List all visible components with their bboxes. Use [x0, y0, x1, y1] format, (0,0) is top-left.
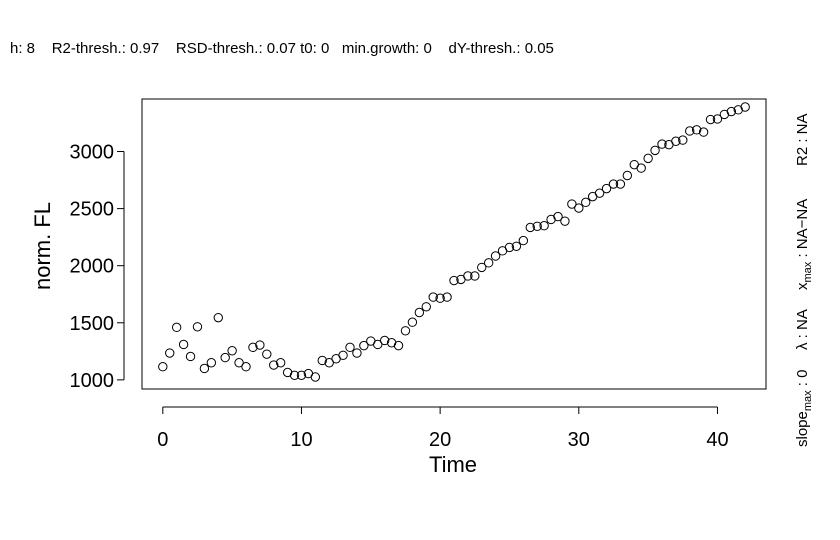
data-point [449, 275, 459, 286]
data-point [421, 302, 431, 312]
data-point [615, 179, 626, 189]
y-tick-label: 2500 [70, 199, 115, 221]
data-point [345, 342, 355, 353]
data-point [518, 235, 529, 246]
data-point [511, 241, 522, 251]
data-point [262, 349, 272, 359]
data-point [379, 335, 390, 346]
data-point [740, 102, 750, 112]
data-point [691, 125, 702, 135]
data-point [643, 153, 653, 164]
data-point [490, 251, 501, 261]
data-point [400, 326, 411, 336]
data-point [428, 292, 438, 302]
data-point [178, 339, 189, 350]
data-point [435, 293, 445, 303]
data-point [601, 183, 612, 194]
data-point [338, 350, 348, 361]
data-point [504, 242, 515, 253]
data-point [470, 271, 480, 281]
growth-params-header: h: 8 R2-thresh.: 0.97 RSD-thresh.: 0.07 … [10, 40, 554, 57]
data-point [241, 362, 251, 372]
data-point [269, 360, 279, 370]
data-point [234, 358, 244, 368]
data-point [393, 340, 404, 351]
y-axis-title: norm. FL [30, 202, 55, 290]
data-point [525, 222, 535, 233]
data-point [227, 346, 237, 356]
y-tick-label: 2000 [70, 256, 115, 278]
data-point [317, 355, 327, 366]
data-point [407, 317, 418, 327]
data-points [158, 102, 750, 382]
data-point [296, 370, 307, 380]
data-point [483, 258, 494, 268]
data-point [359, 340, 369, 351]
data-point [671, 136, 681, 146]
data-point [532, 221, 542, 232]
data-point [463, 271, 473, 281]
x-axis-title: Time [429, 452, 477, 477]
data-point [255, 340, 265, 350]
x-axis: 0 10 20 30 40 [157, 406, 729, 451]
data-point [248, 342, 258, 353]
data-point [165, 348, 175, 358]
y-tick-label: 1500 [70, 313, 115, 335]
x-tick-label: 40 [706, 429, 728, 451]
r2-text: R2 : NA [794, 113, 811, 166]
data-point [726, 106, 737, 117]
x-tick-label: 20 [429, 429, 451, 451]
data-point [678, 135, 688, 145]
y-tick-label: 3000 [70, 142, 115, 164]
data-point [657, 139, 667, 149]
data-point [553, 211, 563, 222]
data-point [574, 203, 584, 213]
data-point [685, 126, 695, 136]
data-point [213, 312, 223, 323]
data-point [622, 170, 633, 181]
data-point [712, 114, 723, 124]
data-point [539, 221, 549, 231]
data-point [698, 127, 709, 137]
data-point [650, 145, 660, 156]
data-point [171, 322, 182, 333]
y-tick-label: 1000 [70, 370, 115, 392]
data-point [192, 322, 203, 332]
data-point [324, 358, 334, 368]
data-point [414, 307, 425, 318]
x-tick-label: 30 [568, 429, 590, 451]
plot-box [141, 98, 767, 390]
data-point [352, 348, 362, 358]
x-tick-label: 10 [290, 429, 312, 451]
data-point [477, 262, 487, 273]
data-point [373, 339, 383, 350]
data-point [636, 163, 646, 173]
data-point [158, 362, 168, 372]
data-point [594, 188, 605, 198]
data-point [560, 216, 570, 226]
data-point [442, 292, 452, 302]
data-point [567, 199, 577, 209]
data-point [581, 197, 591, 208]
data-point [310, 372, 321, 382]
side-metrics: slopemax : 0 λ : NA xmax : NA−NA R2 : NA [794, 113, 814, 447]
data-point [275, 358, 286, 368]
x-max-text: xmax : NA−NA [794, 199, 814, 290]
lambda-text: λ : NA [794, 309, 811, 350]
data-point [289, 370, 300, 380]
data-point [199, 363, 210, 374]
y-axis: 1000 1500 2000 2500 3000 [70, 142, 125, 392]
data-point [206, 358, 217, 368]
data-point [220, 352, 230, 363]
x-tick-label: 0 [157, 429, 168, 451]
data-point [608, 179, 619, 189]
data-point [185, 351, 196, 362]
slope-max-text: slopemax : 0 [794, 370, 814, 448]
data-point [705, 114, 716, 125]
